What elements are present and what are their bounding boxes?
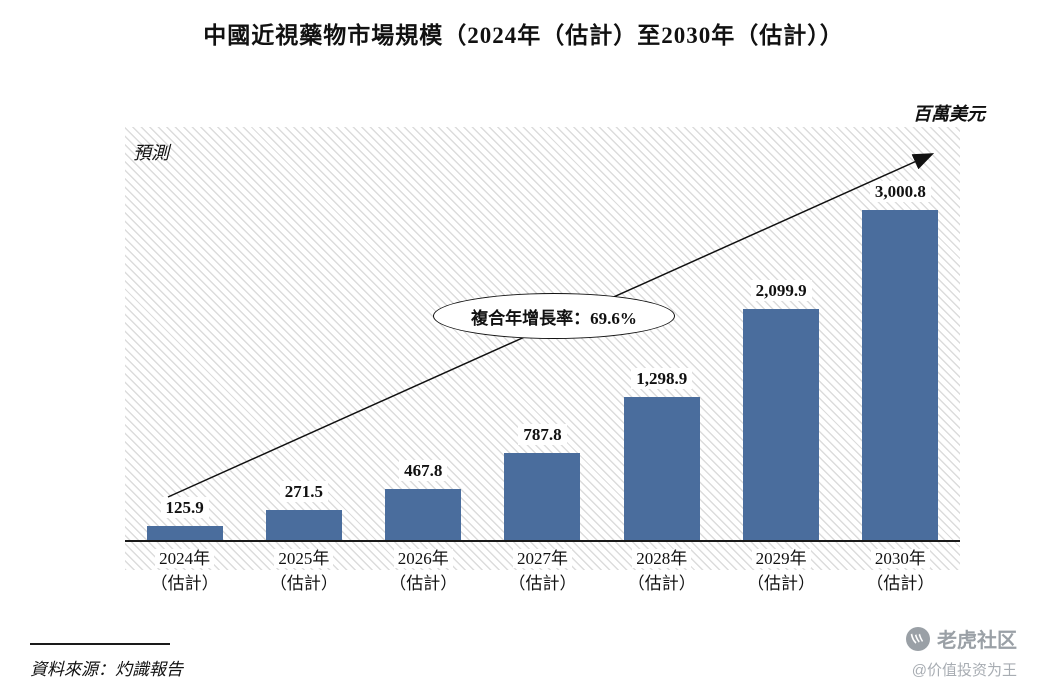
plot-area: 預測 125.9 271.5 467.8 787.8 1,298.9 2,099.9 3,0… bbox=[125, 127, 960, 593]
x-axis-label: 2029年 （估計） bbox=[721, 546, 840, 596]
bar-column: 271.5 bbox=[244, 127, 363, 540]
bar-column: 2,099.9 bbox=[721, 127, 840, 540]
bar bbox=[146, 526, 223, 540]
bar-column: 467.8 bbox=[364, 127, 483, 540]
source-divider bbox=[30, 643, 170, 645]
x-axis-line bbox=[125, 540, 960, 542]
bar bbox=[504, 453, 581, 540]
x-axis-label: 2024年 （估計） bbox=[125, 546, 244, 596]
bar-value-label: 3,000.8 bbox=[841, 181, 960, 202]
x-axis-label: 2028年 （估計） bbox=[602, 546, 721, 596]
x-axis-label: 2027年 （估計） bbox=[483, 546, 602, 596]
bar bbox=[265, 510, 342, 540]
forecast-label: 預測 bbox=[133, 143, 169, 163]
x-axis-label: 2026年 （估計） bbox=[364, 546, 483, 596]
bar-value-label: 125.9 bbox=[125, 497, 244, 518]
x-axis-label: 2030年 （估計） bbox=[841, 546, 960, 596]
bar-value-label: 787.8 bbox=[483, 424, 602, 445]
bar bbox=[385, 489, 462, 540]
watermark: 彡 老虎社区 @价值投资为王 bbox=[906, 624, 1017, 680]
tiger-logo-icon: 彡 bbox=[906, 626, 930, 651]
y-axis-unit-label: 百萬美元 bbox=[913, 104, 985, 124]
bar-column: 125.9 bbox=[125, 127, 244, 540]
chart-title: 中國近視藥物市場規模（2024年（估計）至2030年（估計）） bbox=[203, 23, 844, 48]
cagr-annotation: 複合年增長率：69.6% bbox=[433, 293, 675, 339]
source-text: 資料來源：灼識報告 bbox=[30, 660, 183, 679]
bar-value-label: 2,099.9 bbox=[721, 280, 840, 301]
bar-value-label: 1,298.9 bbox=[602, 368, 721, 389]
bar-value-label: 467.8 bbox=[364, 460, 483, 481]
x-axis-label: 2025年 （估計） bbox=[244, 546, 363, 596]
bar bbox=[743, 309, 820, 540]
bar bbox=[623, 397, 700, 540]
watermark-brand: 老虎社区 bbox=[937, 630, 1017, 652]
bar-value-label: 271.5 bbox=[244, 481, 363, 502]
watermark-handle: @价值投资为王 bbox=[911, 662, 1017, 679]
bar-column: 3,000.8 bbox=[841, 127, 960, 540]
bar bbox=[862, 210, 939, 540]
